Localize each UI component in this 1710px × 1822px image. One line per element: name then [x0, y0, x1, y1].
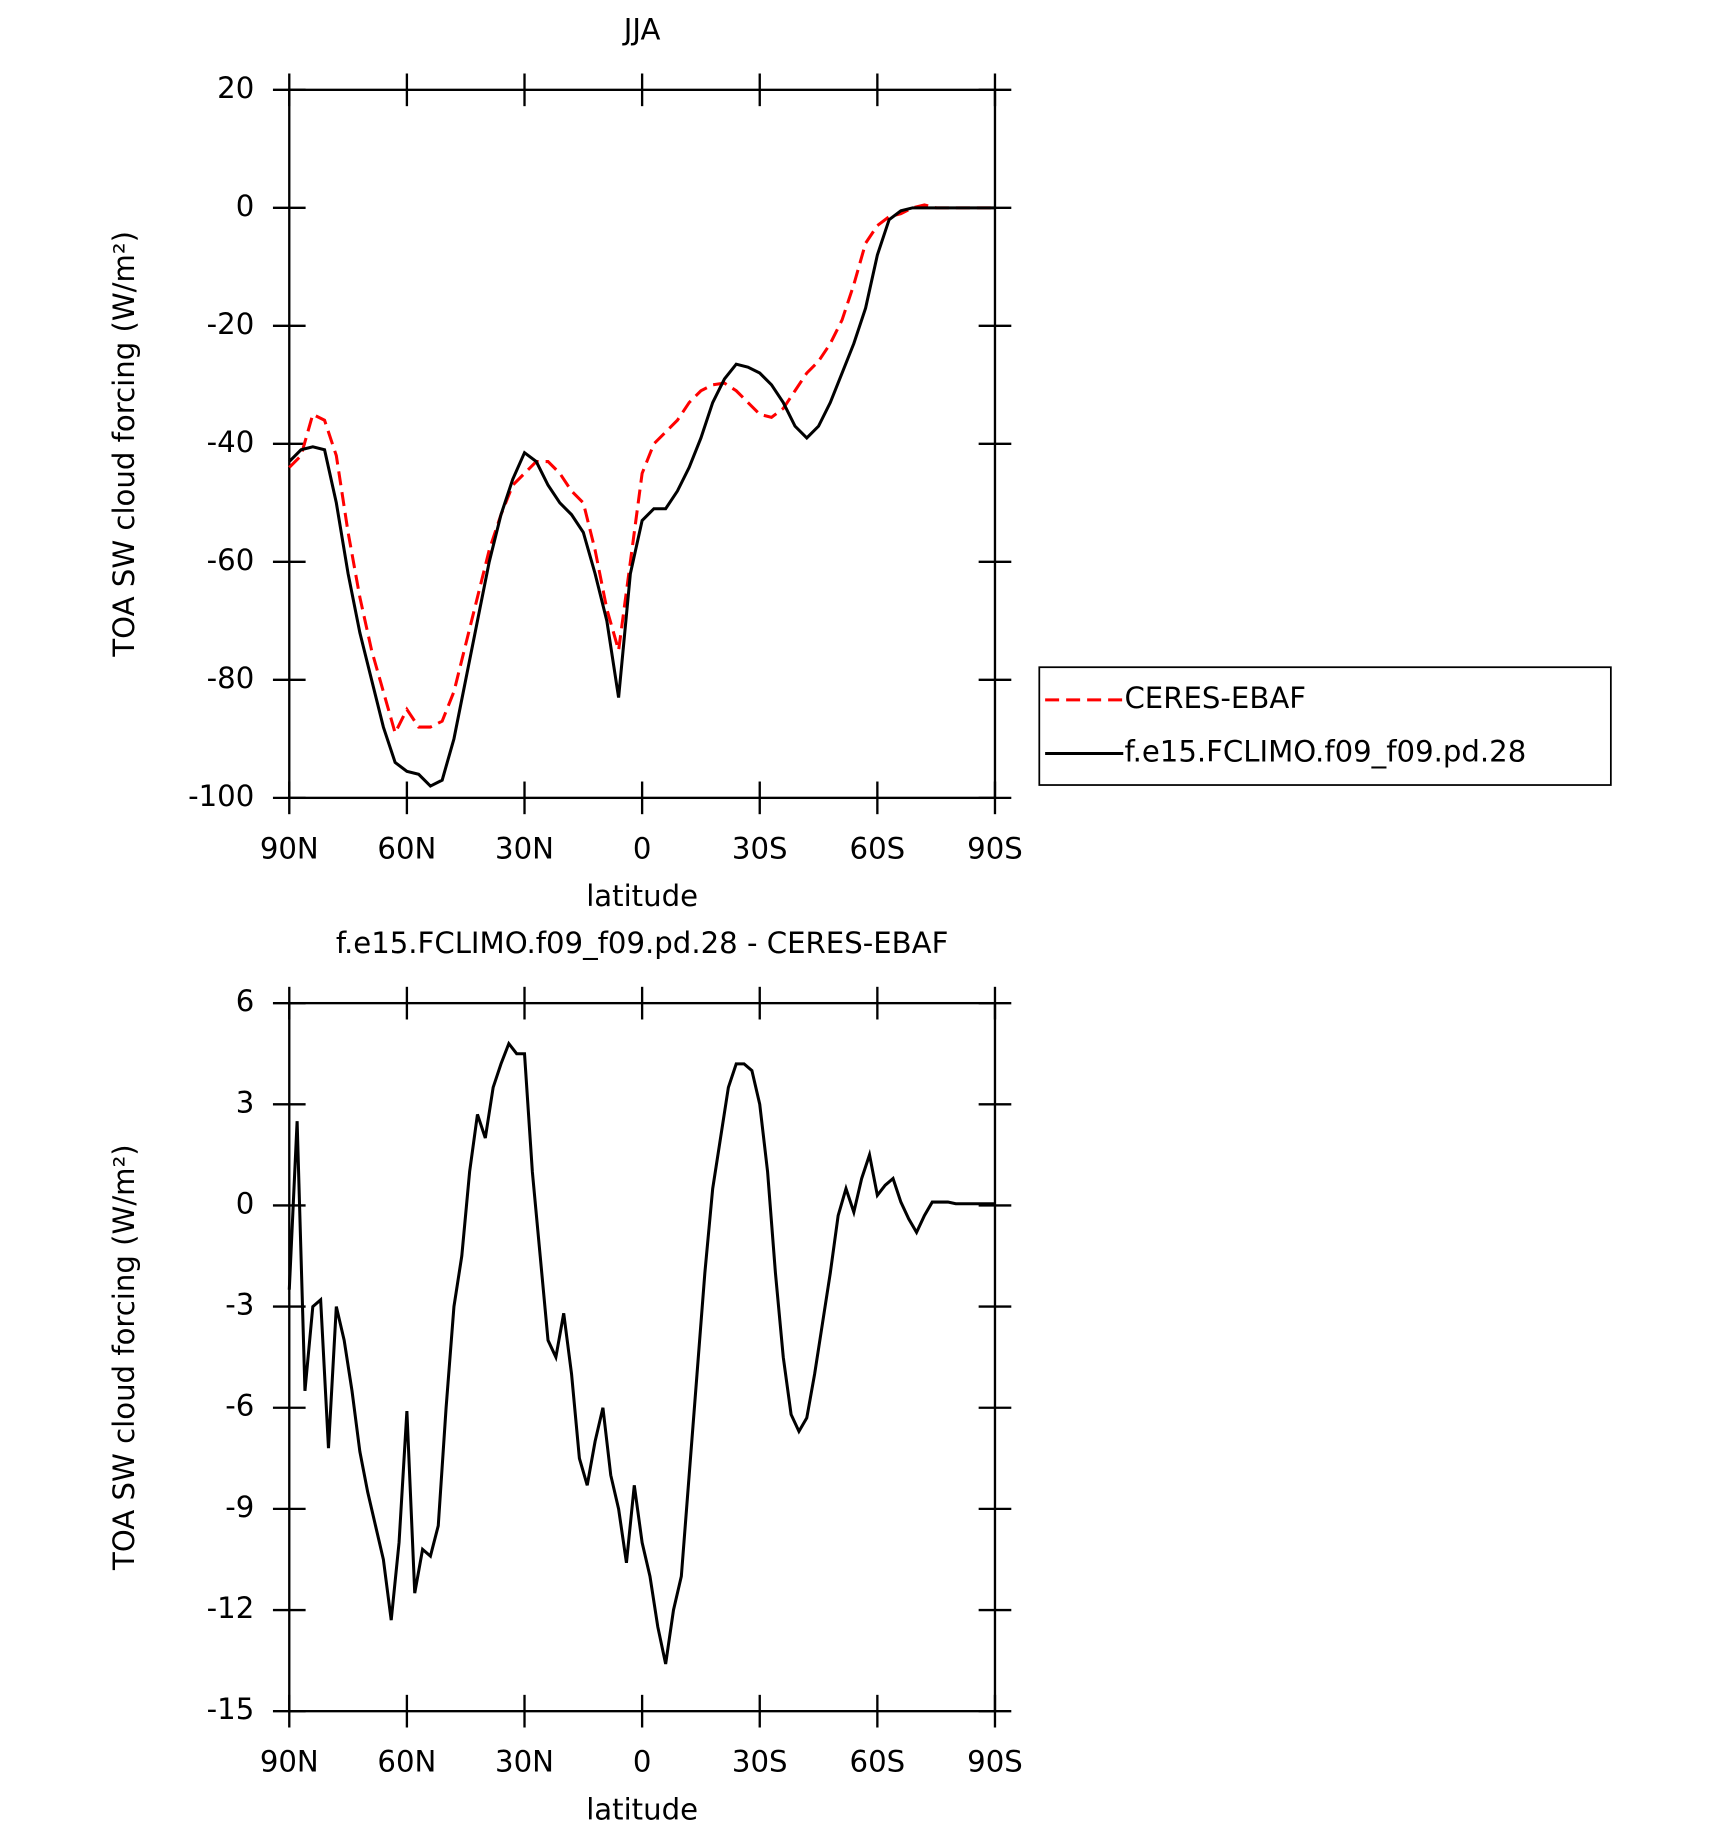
data-line — [288, 206, 995, 788]
y-tick-label: -3 — [225, 1288, 254, 1322]
y-tick-label: -20 — [207, 307, 255, 341]
x-tick-label: 60N — [377, 831, 436, 865]
plot-frame — [288, 88, 997, 800]
x-tick-label: 60S — [850, 1745, 906, 1779]
y-tick-label: -60 — [207, 543, 255, 577]
x-tick-label: 90N — [260, 831, 319, 865]
x-tick-label: 0 — [633, 831, 652, 865]
y-tick-label: 3 — [236, 1085, 255, 1119]
y-tick-label: 20 — [217, 71, 254, 105]
y-tick-label: -12 — [207, 1591, 255, 1625]
x-tick-label: 0 — [633, 1745, 652, 1779]
y-tick-label: -6 — [225, 1389, 254, 1423]
legend-label: CERES-EBAF — [1124, 681, 1306, 715]
x-axis-label: latitude — [586, 1792, 698, 1822]
y-tick-label: -9 — [225, 1490, 254, 1524]
x-tick-label: 60S — [850, 831, 906, 865]
y-tick-label: -80 — [207, 661, 255, 695]
x-tick-label: 30S — [732, 1745, 788, 1779]
x-tick-label: 90S — [967, 831, 1023, 865]
y-tick-label: -15 — [207, 1692, 255, 1726]
x-axis-label: latitude — [586, 879, 698, 913]
y-tick-label: 0 — [236, 189, 255, 223]
chart-title: f.e15.FCLIMO.f09_f09.pd.28 - CERES-EBAF — [336, 926, 949, 960]
data-line — [287, 1040, 995, 1665]
x-tick-label: 90S — [967, 1745, 1023, 1779]
y-tick-label: -40 — [207, 425, 255, 459]
x-tick-label: 90N — [260, 1745, 319, 1779]
x-tick-label: 30N — [495, 1745, 554, 1779]
y-axis-label: TOA SW cloud forcing (W/m²) — [107, 231, 141, 658]
legend-label: f.e15.FCLIMO.f09_f09.pd.28 — [1124, 735, 1526, 769]
x-tick-label: 60N — [377, 1745, 436, 1779]
x-tick-label: 30N — [495, 831, 554, 865]
data-line — [288, 203, 995, 738]
chart-title: JJA — [622, 13, 661, 47]
y-axis-label: TOA SW cloud forcing (W/m²) — [107, 1144, 141, 1571]
y-tick-label: -100 — [188, 779, 254, 813]
plot-frame — [288, 1001, 997, 1713]
legend-frame — [1038, 666, 1612, 786]
x-tick-label: 30S — [732, 831, 788, 865]
y-tick-label: 6 — [236, 984, 255, 1018]
y-tick-label: 0 — [236, 1186, 255, 1220]
